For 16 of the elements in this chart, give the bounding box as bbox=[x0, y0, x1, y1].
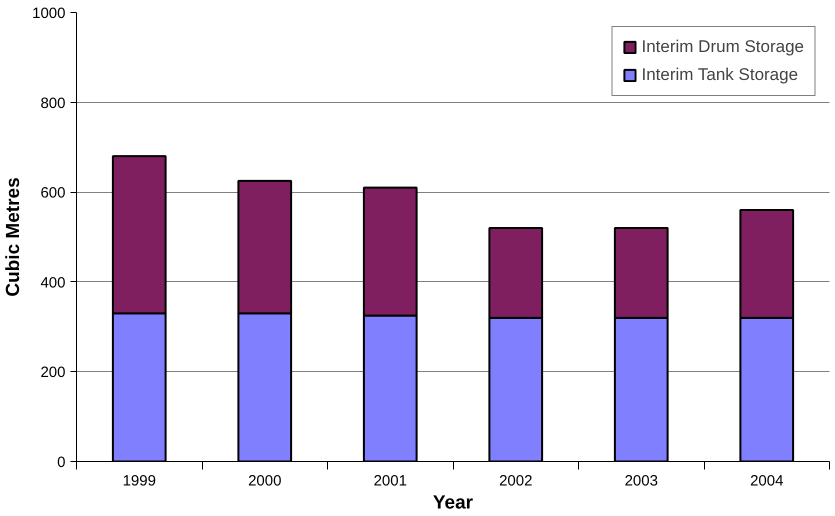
y-axis-title: Cubic Metres bbox=[3, 177, 24, 297]
x-tick-label: 2001 bbox=[374, 472, 407, 490]
legend-label: Interim Tank Storage bbox=[642, 65, 798, 85]
x-axis-title: Year bbox=[432, 492, 474, 514]
y-tick-label: 600 bbox=[40, 184, 66, 202]
x-tick-label: 2000 bbox=[248, 472, 282, 490]
y-tick-label: 400 bbox=[40, 274, 66, 292]
x-tick-label: 2002 bbox=[499, 472, 532, 490]
x-tick-label: 2004 bbox=[750, 472, 784, 490]
y-tick-label: 200 bbox=[40, 364, 66, 382]
legend-label: Interim Drum Storage bbox=[642, 37, 804, 57]
x-tick-label: 2003 bbox=[624, 472, 658, 490]
y-tick-label: 800 bbox=[40, 94, 66, 112]
y-tick-label: 1000 bbox=[32, 5, 66, 22]
y-tick-label: 0 bbox=[57, 454, 66, 471]
x-tick-label: 1999 bbox=[122, 472, 156, 490]
